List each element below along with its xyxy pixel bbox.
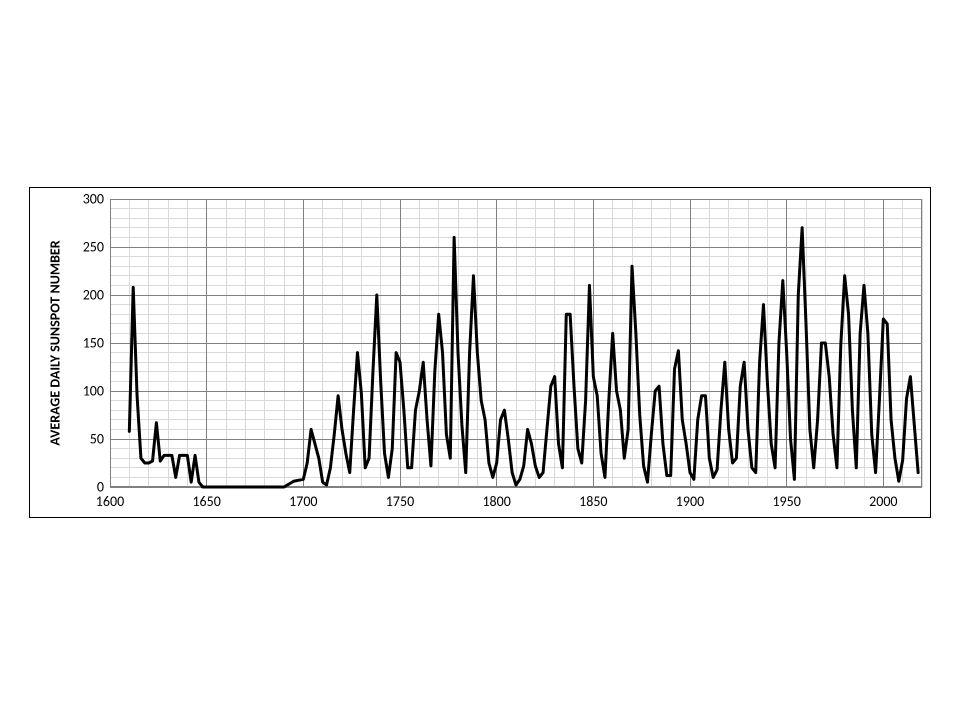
chart-container: AVERAGE DAILY SUNSPOT NUMBER 1600 1650 170… — [29, 187, 931, 518]
y-tick-label: 150 — [83, 335, 104, 352]
y-tick-label: 200 — [83, 287, 104, 304]
x-tick-label: 1850 — [579, 493, 607, 510]
x-tick-label: 1750 — [386, 493, 414, 510]
x-tick-label: 1600 — [96, 493, 124, 510]
y-tick-label: 100 — [83, 383, 104, 400]
y-tick-label: 50 — [90, 431, 104, 448]
sunspot-line — [110, 199, 922, 487]
page: { "chart": { "type": "line", "outer": { … — [0, 0, 960, 720]
x-tick-label: 1800 — [482, 493, 510, 510]
y-tick-label: 250 — [83, 239, 104, 256]
x-tick-label: 1950 — [772, 493, 800, 510]
x-tick-label: 2000 — [869, 493, 897, 510]
y-tick-label: 0 — [97, 479, 104, 496]
x-tick-label: 1900 — [676, 493, 704, 510]
x-tick-label: 1650 — [192, 493, 220, 510]
y-tick-label: 300 — [83, 191, 104, 208]
x-tick-label: 1700 — [289, 493, 317, 510]
plot-area — [110, 199, 922, 487]
y-axis-title: AVERAGE DAILY SUNSPOT NUMBER — [47, 240, 64, 445]
